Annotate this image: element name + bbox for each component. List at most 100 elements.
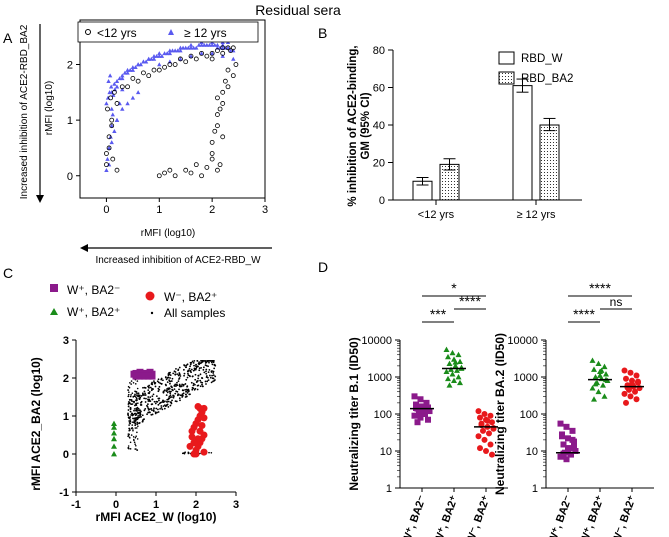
- point-wpos-ba2pos: [589, 385, 596, 391]
- point-wpos-ba2pos: [111, 443, 117, 449]
- point-all-samples: [147, 407, 150, 410]
- point-all-samples: [149, 386, 152, 389]
- point-all-samples: [174, 400, 177, 403]
- point-wpos-ba2neg: [426, 408, 433, 415]
- point-all-samples: [169, 401, 172, 404]
- point-wneg-ba2pos: [489, 451, 495, 458]
- point-all-samples: [190, 381, 193, 384]
- point-all-samples: [208, 374, 211, 377]
- point-all-samples: [193, 360, 196, 362]
- point-all-samples: [195, 363, 197, 366]
- point-all-samples: [181, 383, 184, 386]
- point-all-samples: [186, 370, 189, 373]
- point-all-samples: [161, 379, 164, 382]
- legend-label-over12: ≥ 12 yrs: [184, 26, 227, 40]
- point-all-samples: [191, 375, 194, 378]
- point-all-samples: [146, 413, 148, 416]
- point-wneg-ba2pos: [478, 420, 485, 427]
- y-tick-label: 0: [379, 195, 385, 207]
- point-all-samples: [187, 372, 189, 375]
- panel-a-xlabel: rMFI (log10): [141, 228, 195, 239]
- point-wpos-ba2neg: [425, 416, 431, 423]
- point-over12: [120, 87, 125, 92]
- legend-marker-under12: [85, 29, 91, 35]
- point-over12: [194, 45, 199, 50]
- point-all-samples: [157, 403, 160, 406]
- point-wpos-ba2pos: [597, 372, 603, 378]
- significance-label: *: [451, 280, 457, 296]
- point-wpos-ba2neg: [563, 423, 570, 430]
- point-all-samples: [188, 393, 191, 396]
- panel-c-legend: W⁺, BA2⁻ W⁻, BA2⁺ W⁺, BA2⁺ All samples: [50, 283, 225, 320]
- point-all-samples: [181, 396, 184, 398]
- point-all-samples: [131, 392, 134, 395]
- point-all-samples: [129, 429, 131, 431]
- y-tick-label: 100: [374, 409, 392, 421]
- y-tick-label: 60: [373, 83, 385, 95]
- x-tick-label: W⁺, BA2⁺: [432, 494, 460, 537]
- y-tick-label: 100: [520, 409, 538, 421]
- point-over12: [151, 56, 157, 61]
- point-over12: [157, 51, 162, 56]
- point-all-samples: [149, 411, 151, 414]
- point-under12: [114, 167, 120, 173]
- x-tick-label: W⁺, BA2⁻: [546, 494, 574, 537]
- point-under12: [215, 112, 220, 117]
- point-all-samples: [136, 427, 138, 429]
- point-over12: [112, 129, 117, 134]
- point-all-samples: [130, 383, 132, 385]
- point-wneg-ba2pos: [623, 399, 629, 406]
- point-all-samples: [137, 407, 140, 410]
- point-all-samples: [138, 416, 141, 419]
- point-all-samples: [129, 395, 132, 398]
- point-all-samples: [204, 362, 207, 364]
- point-all-samples: [169, 404, 172, 407]
- point-under12: [151, 67, 157, 73]
- point-all-samples: [169, 394, 172, 397]
- point-all-samples: [212, 370, 215, 373]
- point-wpos-ba2pos: [589, 357, 596, 363]
- point-all-samples: [150, 407, 153, 410]
- point-under12: [135, 78, 141, 84]
- point-all-samples: [169, 377, 171, 379]
- point-all-samples: [134, 424, 137, 427]
- point-all-samples: [208, 451, 210, 454]
- point-all-samples: [134, 427, 137, 429]
- point-under12: [225, 45, 231, 51]
- panel-a-plot-frame: [79, 19, 266, 199]
- point-wpos-ba2pos: [600, 382, 606, 388]
- point-all-samples: [131, 424, 134, 426]
- point-all-samples: [129, 382, 131, 384]
- point-all-samples: [173, 370, 176, 373]
- point-all-samples: [134, 443, 136, 445]
- point-all-samples: [136, 380, 139, 382]
- point-wpos-ba2pos: [445, 353, 451, 360]
- point-under12: [220, 50, 226, 56]
- point-wpos-ba2neg: [557, 453, 564, 460]
- panel-b-chart: 0 20 40 60 80 <12 yrs ≥ 12 yrs: [373, 45, 582, 221]
- point-all-samples: [178, 373, 181, 376]
- point-all-samples: [147, 396, 150, 398]
- point-over12: [135, 62, 141, 67]
- point-all-samples: [177, 368, 180, 371]
- point-under12: [233, 62, 239, 67]
- point-all-samples: [128, 422, 131, 424]
- point-under12: [130, 76, 136, 81]
- point-all-samples: [186, 363, 189, 366]
- point-over12: [125, 101, 130, 106]
- point-all-samples: [196, 388, 199, 391]
- significance-label: ns: [610, 295, 623, 309]
- point-over12: [114, 117, 120, 122]
- figure-title: Residual sera: [255, 2, 341, 18]
- point-over12: [120, 106, 125, 111]
- point-all-samples: [208, 361, 210, 364]
- point-over12: [167, 48, 173, 53]
- x-tick-label: -1: [71, 499, 81, 511]
- point-under12: [183, 59, 189, 65]
- point-all-samples: [172, 394, 174, 397]
- point-wpos-ba2pos: [451, 377, 457, 383]
- point-wneg-ba2pos: [633, 372, 640, 379]
- point-wpos-ba2neg: [148, 372, 156, 380]
- point-all-samples: [178, 383, 181, 386]
- point-under12: [220, 101, 226, 106]
